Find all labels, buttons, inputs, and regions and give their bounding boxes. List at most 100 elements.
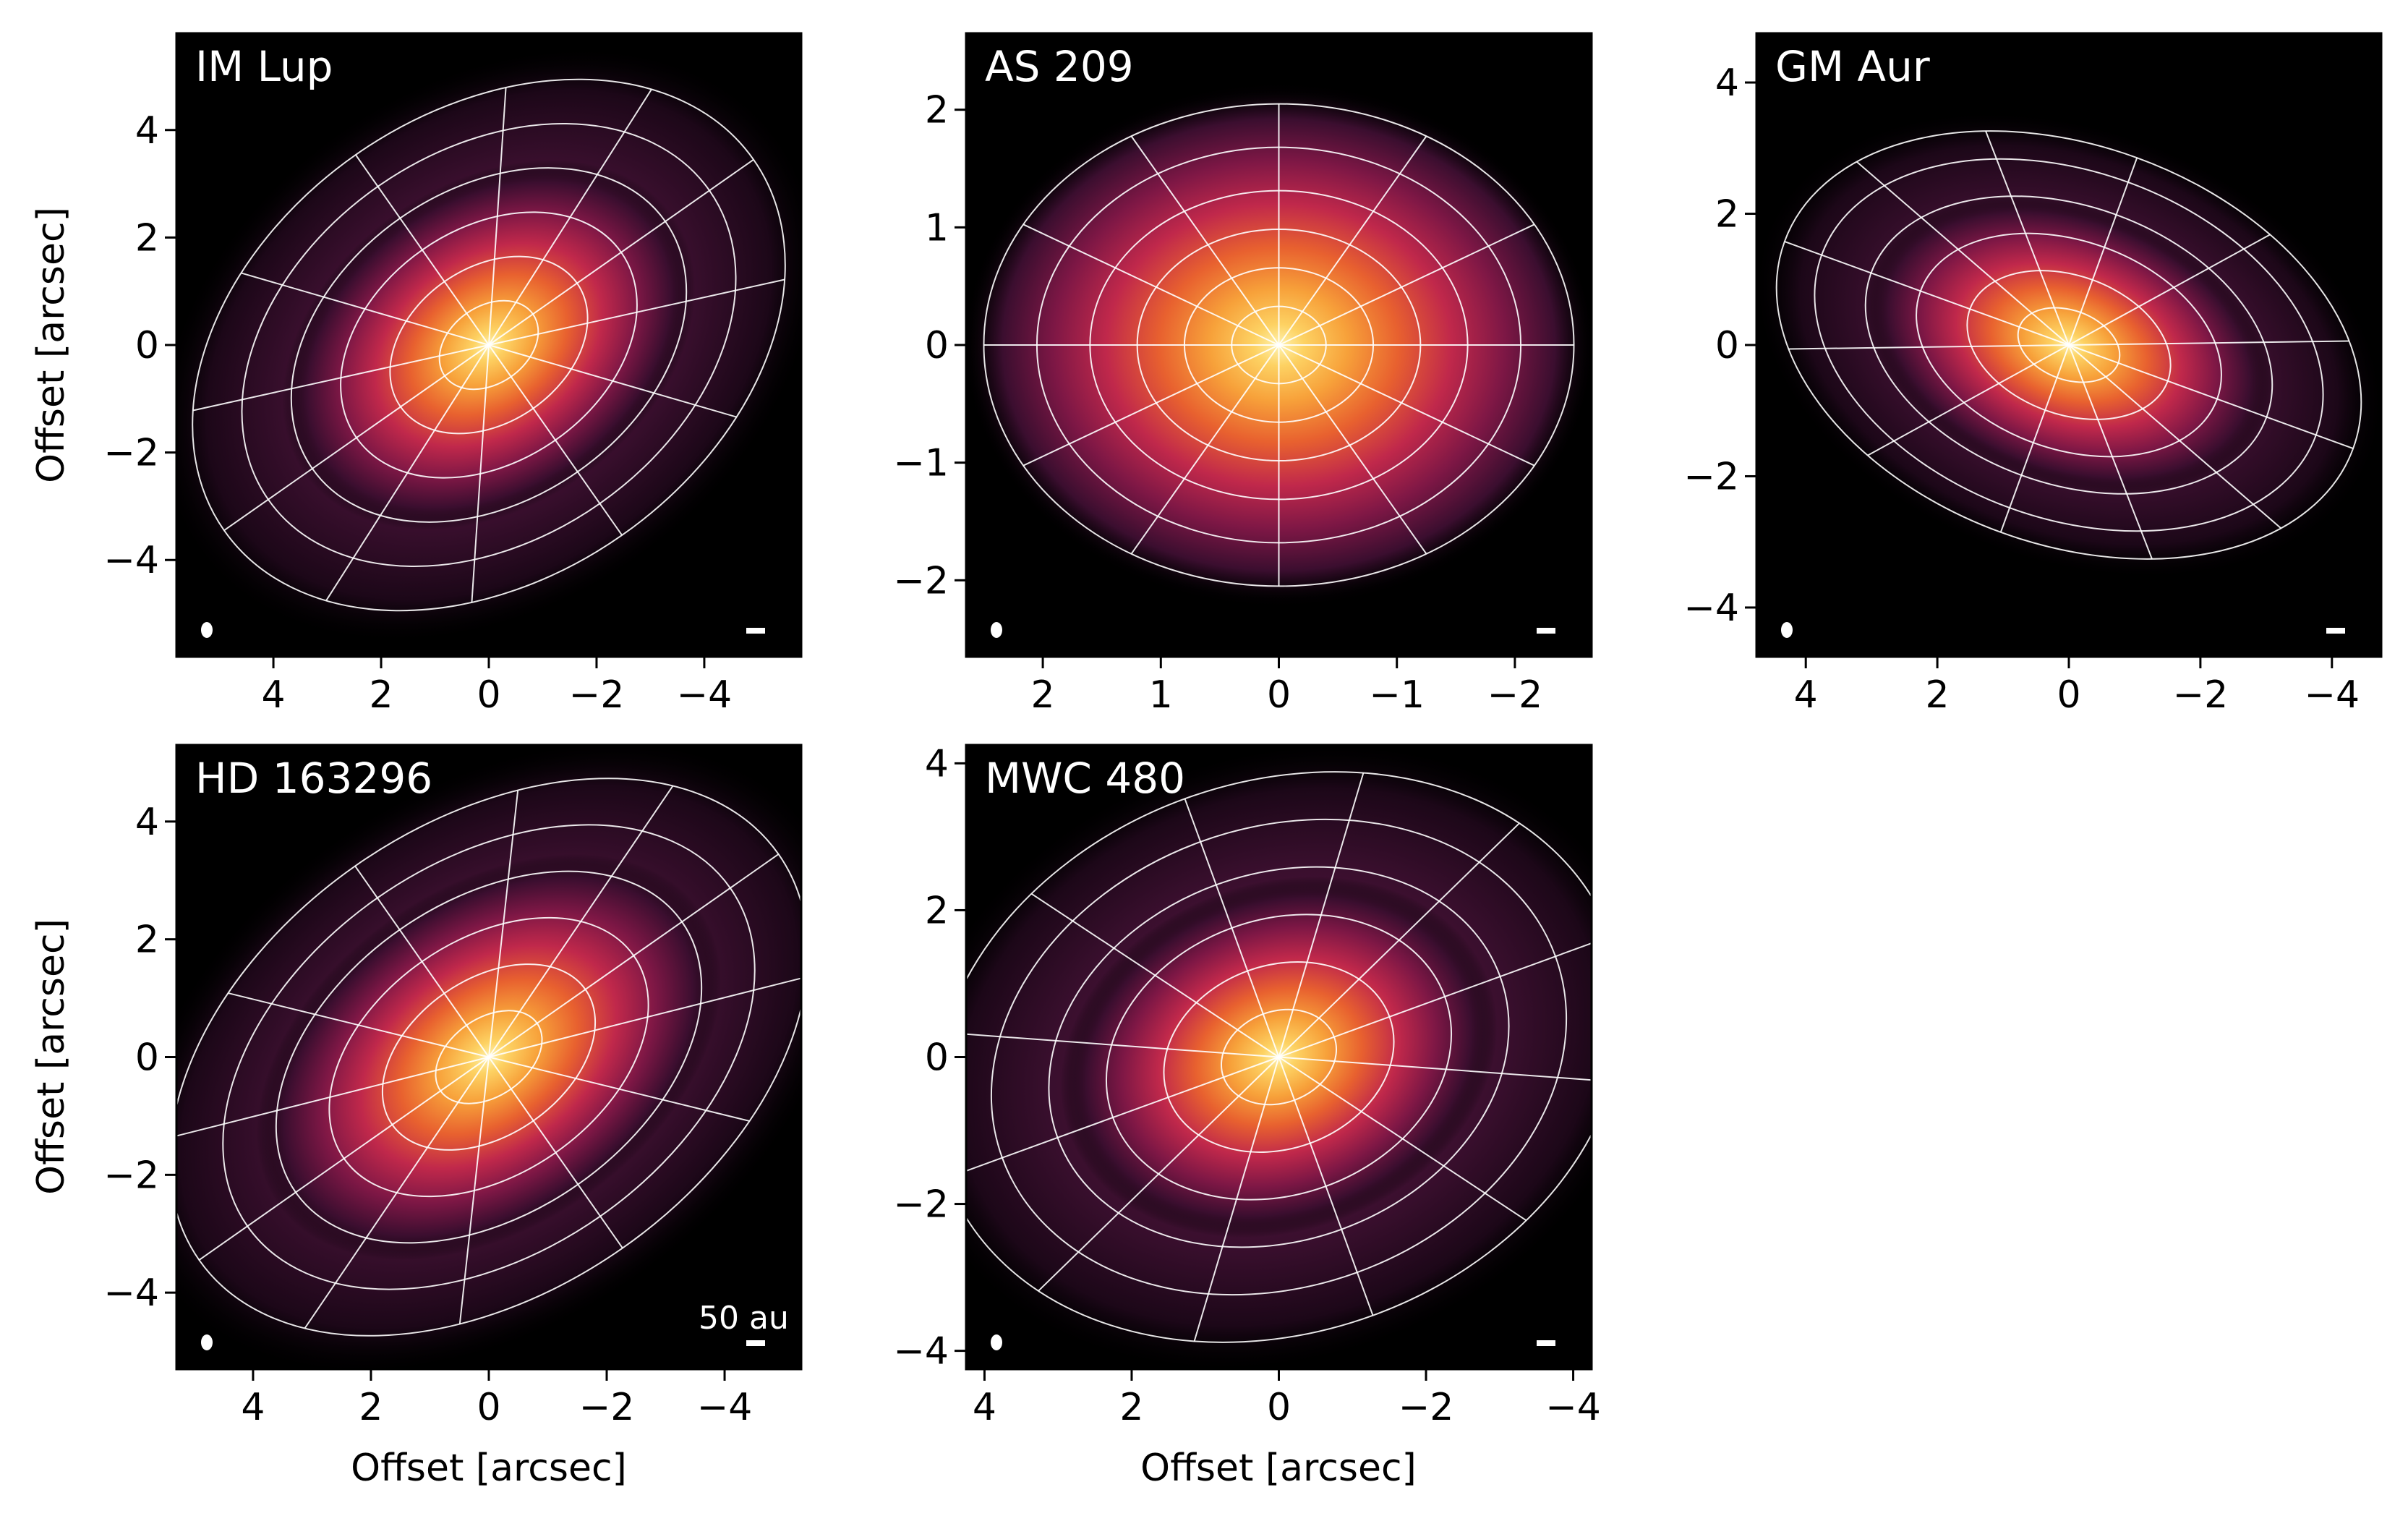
panel-title: HD 163296 xyxy=(195,754,432,803)
y-tick-label: −1 xyxy=(893,442,949,485)
polar-grid xyxy=(1775,130,2362,560)
grid-spoke xyxy=(488,1056,750,1122)
x-tick-label: −2 xyxy=(579,1386,635,1429)
y-tick-label: −4 xyxy=(1683,587,1739,630)
grid-spoke xyxy=(354,865,490,1058)
grid-spoke xyxy=(458,1057,490,1324)
disk-image: 50 au xyxy=(176,745,801,1369)
x-tick-label: −4 xyxy=(677,673,733,717)
grid-spoke xyxy=(488,976,801,1058)
grid-spoke xyxy=(1278,772,1365,1057)
x-tick-label: 0 xyxy=(2057,673,2080,717)
grid-spoke xyxy=(223,344,490,532)
grid-spoke xyxy=(1278,223,1535,346)
grid-spoke xyxy=(1130,344,1280,555)
y-tick-label: 2 xyxy=(135,216,159,260)
disk-image xyxy=(966,745,1592,1369)
grid-spoke xyxy=(1856,161,2070,346)
x-tick-label: 2 xyxy=(1031,673,1055,717)
grid-spoke xyxy=(488,278,785,346)
y-tick-label: −4 xyxy=(103,1272,159,1315)
panel-title: IM Lup xyxy=(195,42,333,91)
x-tick-label: 4 xyxy=(262,673,286,717)
panel-4: 50 au HD 163296 4 2 0 −2 −4 4 2 0 −2 −4 xyxy=(103,744,803,1429)
grid-spoke xyxy=(241,272,490,346)
grid-spoke xyxy=(1278,935,1592,1058)
beam-ellipse xyxy=(201,622,213,638)
y-tick-label: 0 xyxy=(135,324,159,367)
x-tick-label: −4 xyxy=(2304,673,2360,717)
grid-spoke xyxy=(2068,340,2349,346)
grid-spoke xyxy=(966,1031,1279,1058)
beam-ellipse xyxy=(201,1334,213,1350)
y-tick-label: −2 xyxy=(893,559,949,602)
scale-bar-label: 50 au xyxy=(699,1300,789,1337)
x-tick-label: 2 xyxy=(1119,1386,1143,1429)
grid-spoke xyxy=(488,853,780,1058)
grid-spoke xyxy=(1278,344,1427,555)
grid-spoke xyxy=(1278,822,1520,1058)
x-tick-label: 0 xyxy=(477,673,500,717)
disk-image xyxy=(966,80,1592,638)
x-tick-label: 2 xyxy=(369,673,393,717)
x-tick-label: 4 xyxy=(973,1386,996,1429)
y-tick-label: −4 xyxy=(893,1330,949,1374)
grid-spoke xyxy=(966,1056,1279,1179)
x-tick-label: 2 xyxy=(1926,673,1950,717)
grid-spoke xyxy=(488,88,507,346)
disk-image xyxy=(1756,111,2381,638)
disk-image xyxy=(176,46,801,644)
grid-spoke xyxy=(1022,344,1279,467)
grid-spoke xyxy=(488,88,652,346)
x-tick-label: 0 xyxy=(1267,673,1291,717)
grid-spoke xyxy=(488,344,623,536)
grid-spoke xyxy=(1193,1057,1280,1342)
panel-1: IM Lup 4 2 0 −2 −4 4 2 0 −2 −4 xyxy=(103,32,803,717)
grid-spoke xyxy=(1278,344,1535,467)
y-tick-label: 4 xyxy=(1715,61,1739,105)
y-tick-label: 0 xyxy=(1715,324,1739,367)
grid-spoke xyxy=(488,785,674,1058)
grid-spoke xyxy=(1985,130,2070,346)
grid-spoke xyxy=(192,344,490,412)
grid-spoke xyxy=(1022,223,1279,346)
x-tick-label: −2 xyxy=(1399,1386,1454,1429)
y-tick-label: −2 xyxy=(893,1183,949,1227)
y-tick-label: 0 xyxy=(925,324,949,367)
grid-spoke xyxy=(1130,135,1280,346)
x-axis-label-middle: Offset [arcsec] xyxy=(1140,1447,1417,1490)
y-tick-label: 4 xyxy=(925,742,949,785)
grid-spoke xyxy=(488,344,737,418)
panel-3: GM Aur 4 2 0 −2 −4 4 2 0 −2 −4 xyxy=(1683,32,2383,717)
beam-ellipse xyxy=(1781,622,1793,638)
grid-spoke xyxy=(198,1056,490,1261)
scale-bar xyxy=(1537,1340,1555,1346)
y-tick-label: 2 xyxy=(925,889,949,932)
beam-ellipse xyxy=(991,1334,1002,1350)
panel-title: GM Aur xyxy=(1775,42,1930,91)
y-tick-label: −2 xyxy=(103,432,159,475)
grid-spoke xyxy=(355,154,490,346)
x-tick-label: −1 xyxy=(1369,673,1425,717)
grid-spoke xyxy=(1278,135,1427,346)
grid-spoke xyxy=(1030,893,1280,1058)
x-axis-label-left: Offset [arcsec] xyxy=(351,1447,627,1490)
grid-spoke xyxy=(2068,157,2138,346)
panel-5: MWC 480 4 2 0 −2 −4 4 2 0 −2 −4 xyxy=(893,742,1601,1429)
grid-spoke xyxy=(1784,240,2070,346)
y-tick-label: 0 xyxy=(925,1036,949,1080)
panel-title: MWC 480 xyxy=(985,754,1185,803)
y-tick-label: 2 xyxy=(925,89,949,132)
x-tick-label: 4 xyxy=(241,1386,265,1429)
beam-ellipse xyxy=(991,622,1002,638)
y-tick-label: −2 xyxy=(103,1154,159,1197)
y-tick-label: −4 xyxy=(103,539,159,582)
x-tick-label: 0 xyxy=(477,1386,500,1429)
x-tick-label: −2 xyxy=(569,673,625,717)
x-tick-label: −4 xyxy=(697,1386,753,1429)
grid-spoke xyxy=(325,344,490,602)
y-tick-label: 0 xyxy=(135,1036,159,1080)
grid-spoke xyxy=(1278,1056,1527,1222)
grid-spoke xyxy=(1038,1056,1280,1292)
